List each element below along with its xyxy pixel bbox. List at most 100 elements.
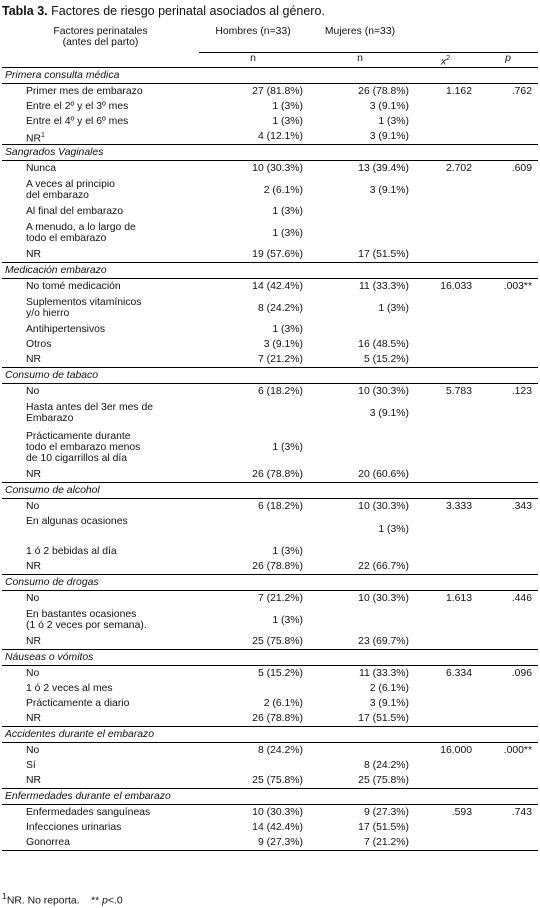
table-row: Enfermedades sanguíneas 10 (30.3%) 9 (27.3…: [2, 805, 538, 821]
cell-men: 25 (75.8%): [252, 775, 303, 787]
cell-men: 1 (3%): [272, 441, 303, 453]
cell-men: 1 (3%): [272, 116, 303, 128]
cell-p-value: .762: [511, 86, 532, 98]
section-header: Primera consulta médica: [2, 67, 538, 85]
cell-women: 26 (78.8%): [358, 86, 409, 98]
cell-men: 6 (18.2%): [257, 386, 303, 398]
cell-men: 5 (15.2%): [257, 668, 303, 680]
cell-chi-square: 2.702: [445, 163, 472, 175]
cell-women: [307, 427, 413, 467]
cell-chi-square: [413, 399, 478, 427]
cell-women: 22 (66.7%): [358, 561, 409, 573]
cell-men: 26 (78.8%): [252, 469, 303, 481]
cell-women: [307, 544, 413, 559]
cell-men: 19 (57.6%): [252, 249, 303, 261]
row-label: Al final del embarazo: [26, 206, 124, 218]
cell-men: 7 (21.2%): [257, 593, 303, 605]
row-label: No: [26, 501, 40, 513]
section-header: Enfermedades durante el embarazo: [2, 788, 538, 806]
table-row: Primer mes de embarazo 27 (81.8%) 26 (78.8…: [2, 84, 538, 100]
table-row: Prácticamente a diario 2 (6.1%) 3 (9.1%): [2, 696, 538, 711]
table-row: Nunca 10 (30.3%) 13 (39.4%) 2.702 .609: [2, 161, 538, 177]
cell-women: 3 (9.1%): [369, 698, 409, 710]
cell-men: 1 (3%): [272, 101, 303, 113]
cell-chi-square: [413, 219, 478, 247]
header-chi-square: x2: [413, 51, 478, 68]
cell-chi-square: 16.000: [440, 745, 472, 757]
cell-men: 10 (30.3%): [252, 807, 303, 819]
table-row: No 5 (15.2%) 11 (33.3%) 6.334 .096: [2, 666, 538, 682]
cell-p-value: [478, 835, 538, 852]
header-n-men: n: [199, 51, 307, 68]
row-label: NR: [26, 354, 42, 366]
cell-women: 3 (9.1%): [369, 101, 409, 113]
table-row: NR 26 (78.8%) 22 (66.7%): [2, 559, 538, 575]
cell-p-value: .096: [511, 668, 532, 680]
row-label: NR: [26, 249, 42, 261]
row-label: NR: [26, 636, 42, 648]
cell-p-value: [478, 219, 538, 247]
header-p-value: p: [478, 51, 538, 68]
cell-men: 4 (12.1%): [257, 131, 303, 143]
section-header: Accidentes durante el embarazo: [2, 726, 538, 744]
cell-p-value: [478, 294, 538, 322]
row-label: No: [26, 745, 40, 757]
table-row: 1 ó 2 veces al mes 2 (6.1%): [2, 681, 538, 696]
cell-men: 1 (3%): [272, 324, 303, 336]
cell-chi-square: [413, 634, 478, 650]
row-label: No: [26, 668, 40, 680]
table-row: Infecciones urinarias 14 (42.4%) 17 (51.5%…: [2, 820, 538, 835]
cell-chi-square: [413, 514, 478, 544]
cell-women: [307, 743, 413, 759]
cell-p-value: [478, 696, 538, 711]
row-label: No: [26, 386, 40, 398]
cell-chi-square: 1.162: [445, 86, 472, 98]
table-row: Suplementos vitamínicos y/o hierro 8 (24.…: [2, 294, 538, 322]
cell-chi-square: [413, 176, 478, 204]
cell-men: 8 (24.2%): [257, 302, 303, 314]
table-row: Entre el 4º y el 6º mes 1 (3%) 1 (3%): [2, 114, 538, 129]
cell-p-value: [478, 711, 538, 727]
section-title: Consumo de drogas: [2, 574, 538, 592]
section-header: Consumo de drogas: [2, 574, 538, 592]
cell-women: 1 (3%): [378, 116, 409, 128]
cell-women: [307, 606, 413, 634]
table-row: A menudo, a lo largo de todo el embarazo…: [2, 219, 538, 247]
cell-women: 9 (27.3%): [363, 807, 409, 819]
section-title: Náuseas o vómitos: [2, 649, 538, 667]
section-title: Medicación embarazo: [2, 262, 538, 280]
section-title: Primera consulta médica: [2, 67, 538, 85]
risk-factors-table: Factores perinatales (antes del parto) H…: [2, 23, 538, 852]
header-men: Hombres (n=33): [215, 26, 291, 37]
cell-chi-square: [413, 773, 478, 789]
cell-men: [199, 514, 307, 544]
table-row: NR 26 (78.8%) 17 (51.5%): [2, 711, 538, 727]
section-header: Náuseas o vómitos: [2, 649, 538, 667]
table-row: Sí 8 (24.2%): [2, 758, 538, 773]
cell-chi-square: [413, 99, 478, 114]
cell-women: 25 (75.8%): [358, 775, 409, 787]
cell-chi-square: [413, 467, 478, 483]
header-row-groups: Factores perinatales (antes del parto) H…: [2, 23, 538, 53]
row-label: Sí: [26, 760, 36, 772]
cell-p-value: [478, 820, 538, 835]
row-label: Entre el 2º y el 3º mes: [26, 101, 129, 113]
row-label: 1 ó 2 bebidas al día: [26, 546, 117, 558]
cell-women: 10 (30.3%): [358, 501, 409, 513]
cell-men: 1 (3%): [272, 206, 303, 218]
row-label: En algunas ocasiones: [26, 516, 128, 528]
cell-women: 23 (69.7%): [358, 636, 409, 648]
table-row: No 7 (21.2%) 10 (30.3%) 1.613 .446: [2, 591, 538, 607]
cell-p-value: [478, 514, 538, 544]
cell-p-value: [478, 99, 538, 114]
cell-chi-square: [413, 114, 478, 129]
cell-p-value: [478, 758, 538, 773]
cell-chi-square: 16.033: [440, 281, 472, 293]
cell-p-value: [478, 634, 538, 650]
cell-p-value: [478, 773, 538, 789]
cell-chi-square: 1.613: [445, 593, 472, 605]
cell-women: 1 (3%): [378, 523, 409, 535]
table-row: No 6 (18.2%) 10 (30.3%) 5.783 .123: [2, 384, 538, 400]
cell-men: [199, 399, 307, 427]
cell-chi-square: [413, 247, 478, 263]
